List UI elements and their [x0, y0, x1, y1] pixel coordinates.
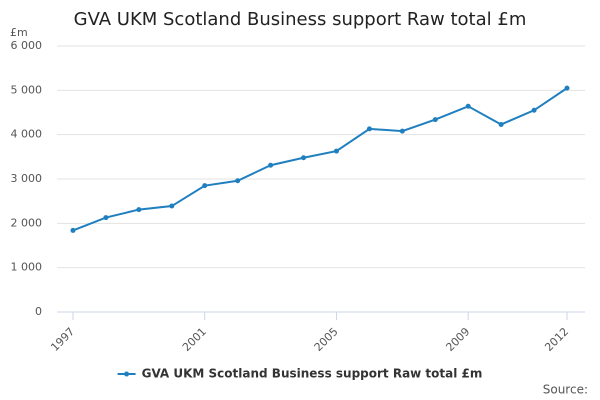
y-tick-label: 0: [35, 305, 42, 318]
y-tick-label: 2 000: [11, 216, 43, 229]
data-point: [301, 155, 307, 161]
y-tick-label: 4 000: [11, 128, 43, 141]
x-tick-label: 2005: [312, 325, 341, 354]
data-point: [169, 203, 175, 209]
data-point: [498, 121, 504, 127]
y-tick-label: 6 000: [11, 39, 43, 52]
data-point: [564, 85, 570, 91]
data-point: [366, 126, 372, 132]
legend-marker: [124, 371, 130, 377]
x-tick-label: 2009: [443, 325, 472, 354]
data-point: [235, 178, 241, 184]
data-point: [70, 227, 76, 233]
data-point: [202, 183, 208, 189]
y-tick-label: 5 000: [11, 83, 43, 96]
data-point: [103, 215, 109, 221]
data-point: [136, 207, 142, 213]
data-point: [333, 148, 339, 154]
data-point: [432, 117, 438, 123]
data-point: [399, 128, 405, 134]
source: Source:: [543, 383, 588, 397]
y-tick-label: 1 000: [11, 261, 43, 274]
data-point: [531, 107, 537, 113]
x-tick-label: 2001: [180, 325, 209, 354]
x-tick-label: 1997: [48, 325, 77, 354]
legend-label: GVA UKM Scotland Business support Raw to…: [142, 367, 483, 381]
chart-title: GVA UKM Scotland Business support Raw to…: [74, 9, 527, 30]
y-axis-label: £m: [10, 26, 28, 39]
x-tick-label: 2012: [542, 325, 571, 354]
series-line: [72, 87, 568, 232]
data-point: [465, 103, 471, 109]
y-tick-label: 3 000: [11, 172, 43, 185]
data-point: [268, 162, 274, 168]
